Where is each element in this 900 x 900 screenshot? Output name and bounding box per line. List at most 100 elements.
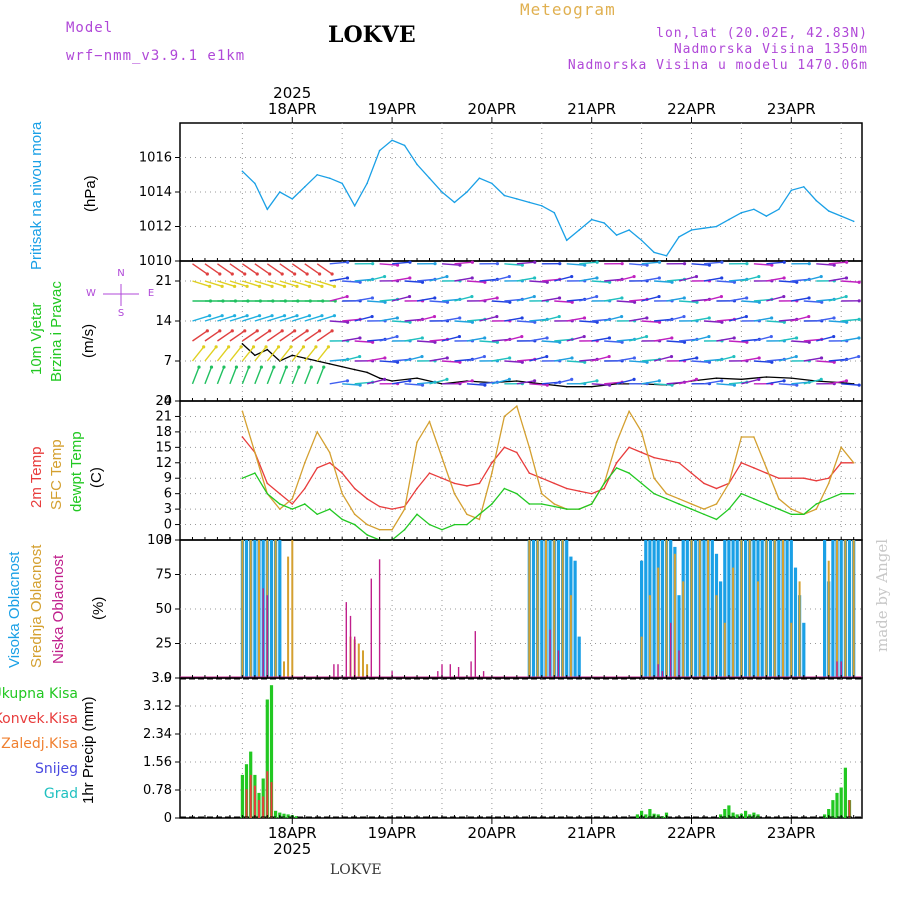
wind-arrow bbox=[841, 355, 859, 362]
wind-arrow-head bbox=[395, 334, 399, 339]
wind-arrow bbox=[678, 300, 698, 303]
wind-arrow-head bbox=[208, 314, 212, 318]
point bbox=[428, 177, 431, 179]
wind-arrow-head bbox=[857, 280, 861, 284]
bar-precip-0 bbox=[265, 699, 269, 818]
wind-arrow-head bbox=[557, 314, 561, 319]
wind-arrow-head bbox=[695, 300, 699, 304]
wind-arrow-head bbox=[243, 272, 247, 276]
date-label-top: 21APR bbox=[567, 100, 616, 118]
ytick-label: 3.12 bbox=[143, 699, 172, 714]
wind-arrow bbox=[304, 330, 321, 342]
wind-arrow-head bbox=[608, 280, 612, 284]
wind-arrow bbox=[317, 315, 335, 322]
point bbox=[827, 477, 830, 480]
bar-cloud-0 bbox=[839, 540, 843, 678]
ytick-label: 15 bbox=[155, 440, 172, 455]
wind-arrow bbox=[579, 261, 598, 265]
wind-arrow bbox=[292, 315, 310, 322]
point bbox=[241, 436, 244, 438]
wind-arrow-head bbox=[483, 383, 487, 387]
wind-arrow-head bbox=[445, 300, 450, 304]
wind-arrow-head bbox=[832, 360, 836, 364]
bar-cloud-0 bbox=[727, 540, 731, 678]
point bbox=[516, 405, 518, 407]
wind-arrow-head bbox=[326, 345, 331, 349]
bar-cloud-0 bbox=[702, 540, 706, 678]
wind-arrow-head bbox=[695, 356, 699, 360]
point bbox=[478, 513, 481, 516]
point bbox=[553, 505, 556, 508]
wind-arrow bbox=[691, 263, 710, 266]
wind-arrow bbox=[504, 263, 523, 266]
wind-arrow bbox=[229, 280, 248, 287]
point bbox=[678, 498, 680, 500]
point bbox=[565, 239, 568, 242]
wind-arrow-head bbox=[820, 300, 824, 304]
wind-arrow-head bbox=[844, 294, 848, 299]
wind-arrow-head bbox=[620, 262, 624, 266]
point bbox=[279, 508, 281, 510]
wind-arrow bbox=[192, 315, 210, 322]
point bbox=[428, 472, 431, 474]
wind-arrow bbox=[229, 366, 238, 385]
wind-arrow-head bbox=[358, 383, 362, 387]
wind-arrow bbox=[204, 263, 221, 275]
point bbox=[441, 191, 443, 193]
ytick-label: 50 bbox=[155, 602, 172, 617]
bar-cloud-1 bbox=[827, 560, 830, 678]
point bbox=[266, 482, 269, 485]
point bbox=[316, 173, 319, 176]
point bbox=[840, 215, 843, 217]
point bbox=[528, 472, 531, 474]
point bbox=[279, 191, 281, 193]
series-temperature-0 bbox=[241, 436, 854, 510]
point bbox=[466, 485, 468, 487]
bar-precip-1 bbox=[262, 796, 265, 818]
point bbox=[753, 467, 755, 469]
wind-arrow bbox=[216, 366, 225, 385]
wind-arrow-head bbox=[282, 314, 287, 318]
bar-cloud-0 bbox=[556, 540, 560, 678]
bar-precip-0 bbox=[744, 810, 748, 818]
bar-cloud-1 bbox=[362, 650, 364, 678]
wind-arrow-head bbox=[794, 354, 798, 359]
wind-arrow-head bbox=[644, 334, 649, 339]
bar-cloud-1 bbox=[798, 581, 801, 678]
bar-cloud-1 bbox=[690, 540, 693, 678]
bar-cloud-1 bbox=[748, 540, 751, 678]
wind-arrow-head bbox=[408, 276, 412, 280]
wind-arrow-head bbox=[458, 360, 462, 364]
wind-arrow-head bbox=[445, 377, 449, 382]
wind-arrow-head bbox=[255, 272, 259, 276]
wind-arrow-head bbox=[358, 280, 362, 284]
wind-arrow bbox=[753, 317, 772, 322]
wind-arrow bbox=[329, 320, 348, 323]
wind-arrow bbox=[841, 280, 860, 283]
ytick-label: 0 bbox=[164, 394, 172, 409]
wind-arrow-head bbox=[732, 383, 737, 387]
point bbox=[353, 513, 356, 516]
wind-arrow-head bbox=[682, 314, 686, 319]
ytick-label: 0 bbox=[164, 811, 172, 826]
point bbox=[553, 482, 556, 485]
wind-arrow bbox=[741, 300, 760, 303]
wind-arrow-head bbox=[433, 296, 437, 300]
wind-arrow-head bbox=[795, 280, 799, 284]
series-temperature-1 bbox=[241, 404, 855, 531]
bar-cloud-2 bbox=[345, 602, 347, 678]
point bbox=[453, 492, 456, 495]
wind-arrow bbox=[703, 295, 722, 302]
point bbox=[478, 177, 481, 179]
wind-arrow bbox=[516, 380, 535, 385]
point bbox=[665, 255, 668, 257]
point bbox=[516, 451, 518, 454]
point bbox=[540, 503, 543, 505]
wind-arrow-head bbox=[264, 345, 268, 349]
bar-precip-0 bbox=[648, 809, 652, 818]
legend-hail: Grad bbox=[43, 786, 78, 802]
wind-arrow bbox=[641, 261, 660, 265]
ytick-label: 1016 bbox=[139, 151, 172, 166]
wind-arrow bbox=[678, 378, 697, 385]
wind-arrow-head bbox=[371, 262, 375, 266]
